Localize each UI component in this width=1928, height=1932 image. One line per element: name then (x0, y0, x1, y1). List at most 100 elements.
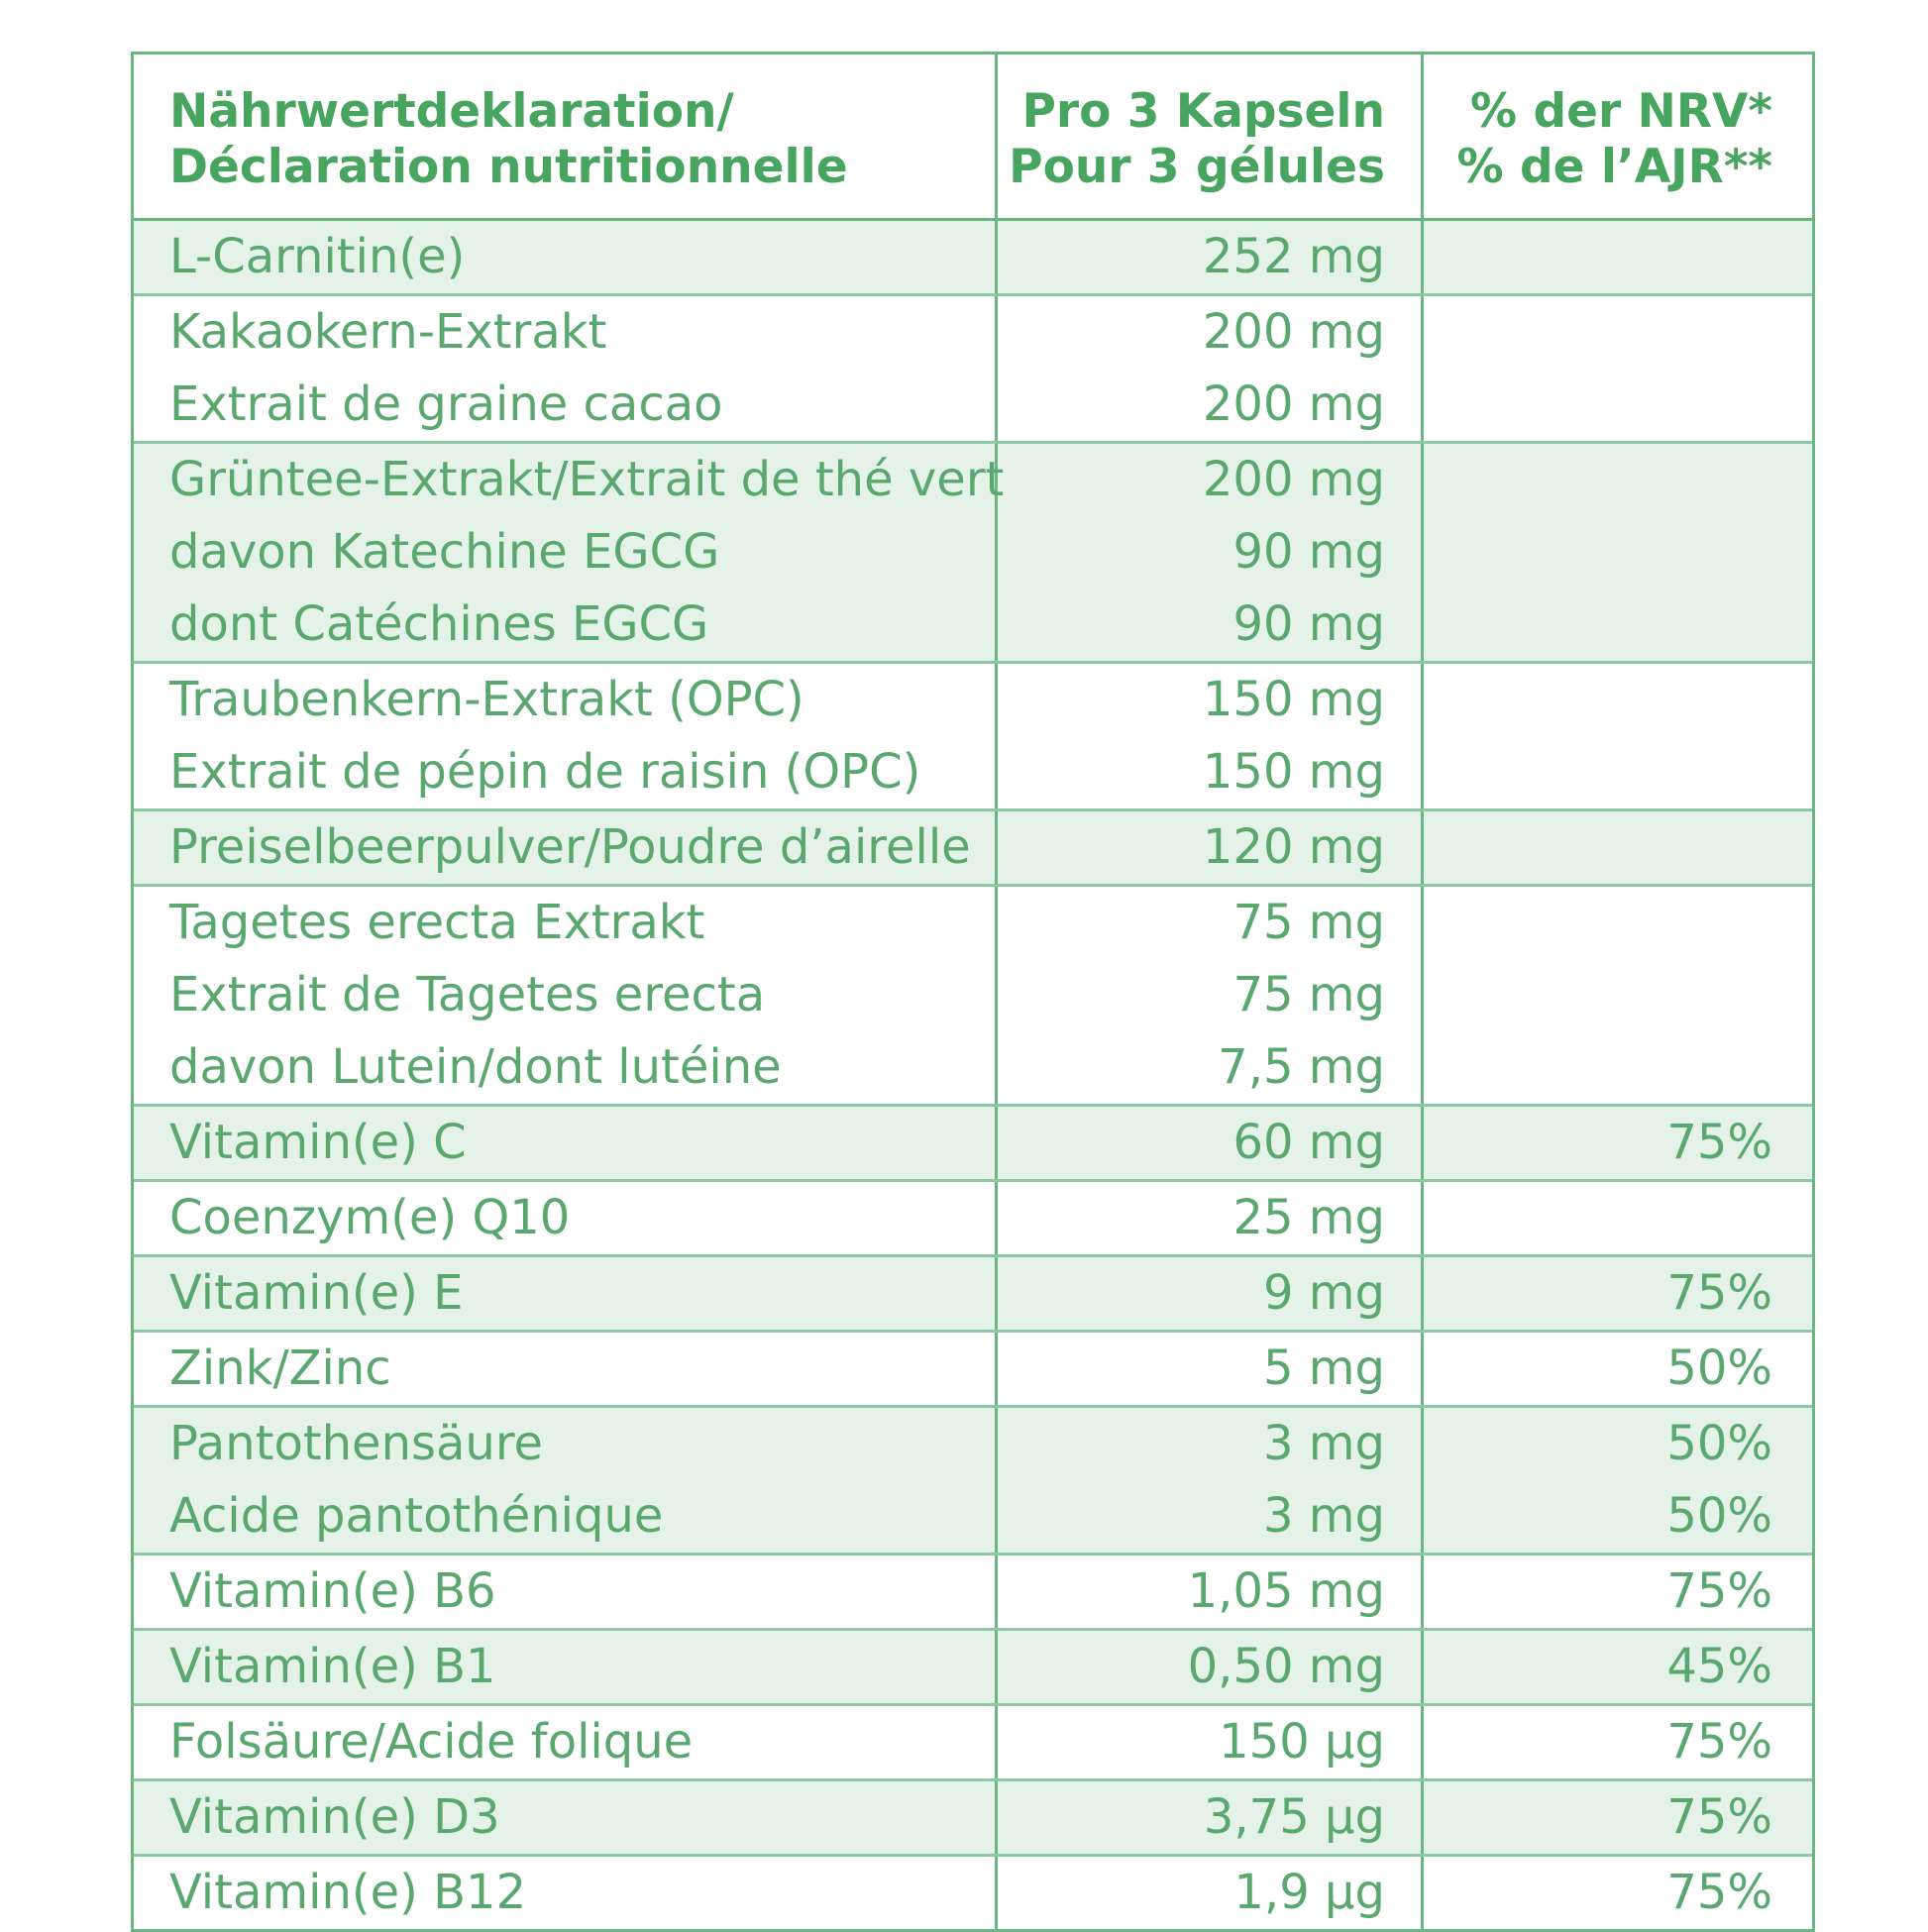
nutrient-name: Acide pantothénique (169, 1488, 664, 1544)
nutrient-amount: 60 mg (1232, 1115, 1385, 1170)
nutrient-name: Extrait de Tagetes erecta (169, 967, 766, 1022)
nutrient-amount: 150 µg (1219, 1714, 1385, 1770)
nutrient-name: Zink/Zinc (169, 1341, 391, 1396)
header-nrv-de: % der NRV* (1470, 84, 1772, 139)
nutrient-amount: 0,50 mg (1187, 1639, 1385, 1694)
nutrient-name: Grüntee-Extrakt/Extrait de thé vert (169, 452, 1005, 507)
nutrient-amount: 9 mg (1262, 1265, 1385, 1321)
header-amount-fr: Pour 3 gélules (1009, 140, 1385, 194)
nutrient-name: Vitamin(e) B6 (169, 1563, 496, 1619)
nutrient-amount-cell: 0,50 mg (998, 1631, 1424, 1703)
nutrient-name: Vitamin(e) B1 (169, 1639, 496, 1694)
nutrient-amount: 150 mg (1202, 744, 1385, 800)
nutrient-name: Extrait de graine cacao (169, 376, 723, 432)
nutrient-amount-cell: 200 mg 90 mg 90 mg (998, 444, 1424, 661)
nutrient-amount: 3 mg (1262, 1416, 1385, 1471)
nutrient-name: Extrait de pépin de raisin (OPC) (169, 744, 921, 800)
nutrient-name: Traubenkern-Extrakt (OPC) (169, 672, 804, 727)
table-row: L-Carnitin(e) 252 mg (134, 221, 1812, 296)
nutrient-name: Pantothensäure (169, 1416, 544, 1471)
nutrient-name-cell: Kakaokern-Extrakt Extrait de graine cacao (134, 296, 998, 441)
nutrient-amount-cell: 120 mg (998, 811, 1424, 884)
table-row: Pantothensäure Acide pantothénique 3 mg 3 m… (134, 1408, 1812, 1556)
nutrient-nrv (1424, 959, 1772, 1031)
nutrient-amount: 5 mg (1262, 1341, 1385, 1396)
nutrient-amount: 1,9 µg (1233, 1865, 1385, 1920)
nutrient-nrv-cell: 75% (1424, 1107, 1812, 1179)
table-row: Kakaokern-Extrakt Extrait de graine cacao… (134, 296, 1812, 444)
nutrient-amount-cell: 75 mg 75 mg 7,5 mg (998, 887, 1424, 1104)
nutrient-nrv-cell: 45% (1424, 1631, 1812, 1703)
nutrient-nrv-cell: 50% (1424, 1333, 1812, 1405)
nutrient-nrv: 45% (1666, 1639, 1772, 1694)
nutrient-amount: 3,75 µg (1203, 1789, 1385, 1845)
nutrient-amount: 25 mg (1232, 1190, 1385, 1245)
nutrient-nrv (1424, 221, 1772, 293)
nutrient-name: Vitamin(e) B12 (169, 1865, 527, 1920)
nutrient-nrv-cell (1424, 887, 1812, 1104)
nutrient-amount: 90 mg (1232, 524, 1385, 580)
nutrient-amount-cell: 252 mg (998, 221, 1424, 293)
nutrient-nrv-cell (1424, 296, 1812, 441)
nutrient-name: Vitamin(e) D3 (169, 1789, 500, 1845)
nutrient-nrv: 75% (1666, 1714, 1772, 1770)
nutrient-name-cell: Zink/Zinc (134, 1333, 998, 1405)
nutrient-name-cell: Vitamin(e) C (134, 1107, 998, 1179)
nutrient-amount-cell: 9 mg (998, 1257, 1424, 1330)
nutrient-amount: 75 mg (1232, 895, 1385, 950)
header-amount-de: Pro 3 Kapseln (1021, 84, 1385, 139)
nutrient-amount-cell: 60 mg (998, 1107, 1424, 1179)
nutrient-amount: 252 mg (1202, 229, 1385, 284)
nutrient-nrv (1424, 664, 1772, 736)
nutrient-nrv-cell: 50% 50% (1424, 1408, 1812, 1553)
nutrient-nrv-cell (1424, 811, 1812, 884)
nutrient-amount: 200 mg (1202, 452, 1385, 507)
table-row: Vitamin(e) B12 1,9 µg 75% (134, 1857, 1812, 1929)
table-row: Vitamin(e) C 60 mg 75% (134, 1107, 1812, 1182)
nutrient-amount: 7,5 mg (1218, 1039, 1385, 1095)
nutrient-nrv: 50% (1666, 1416, 1772, 1471)
header-amount-cell: Pro 3 Kapseln Pour 3 gélules (998, 54, 1424, 218)
nutrient-amount: 90 mg (1232, 596, 1385, 652)
nutrient-nrv: 75% (1666, 1789, 1772, 1845)
nutrient-nrv-cell (1424, 664, 1812, 808)
nutrient-nrv (1424, 1031, 1772, 1104)
nutrient-nrv (1424, 811, 1772, 884)
nutrient-name: Vitamin(e) E (169, 1265, 464, 1321)
nutrient-amount: 200 mg (1202, 376, 1385, 432)
nutrient-name: L-Carnitin(e) (169, 229, 466, 284)
nutrient-name-cell: Vitamin(e) B1 (134, 1631, 998, 1703)
nutrient-nrv-cell (1424, 221, 1812, 293)
nutrient-amount: 200 mg (1202, 304, 1385, 360)
table-row: Folsäure/Acide folique 150 µg 75% (134, 1706, 1812, 1781)
nutrient-name: davon Lutein/dont lutéine (169, 1039, 782, 1095)
nutrient-name: Vitamin(e) C (169, 1115, 467, 1170)
nutrient-name-cell: L-Carnitin(e) (134, 221, 998, 293)
nutrient-nrv (1424, 589, 1772, 661)
table-row: Vitamin(e) D3 3,75 µg 75% (134, 1781, 1812, 1857)
nutrient-nrv-cell: 75% (1424, 1556, 1812, 1628)
nutrient-amount-cell: 25 mg (998, 1182, 1424, 1254)
nutrient-nrv: 75% (1666, 1265, 1772, 1321)
nutrient-nrv-cell: 75% (1424, 1257, 1812, 1330)
table-row: Vitamin(e) B6 1,05 mg 75% (134, 1556, 1812, 1631)
nutrient-amount-cell: 3,75 µg (998, 1781, 1424, 1854)
table-row: Vitamin(e) E 9 mg 75% (134, 1257, 1812, 1333)
table-header: Nährwertdeklaration/ Déclaration nutriti… (134, 54, 1812, 221)
nutrient-nrv: 75% (1666, 1865, 1772, 1920)
table-row: Traubenkern-Extrakt (OPC) Extrait de pépi… (134, 664, 1812, 811)
nutrient-name-cell: Pantothensäure Acide pantothénique (134, 1408, 998, 1553)
nutrient-amount: 3 mg (1262, 1488, 1385, 1544)
nutrient-name-cell: Tagetes erecta Extrakt Extrait de Tagetes… (134, 887, 998, 1104)
nutrient-nrv: 75% (1666, 1115, 1772, 1170)
nutrient-amount-cell: 5 mg (998, 1333, 1424, 1405)
nutrient-nrv (1424, 887, 1772, 959)
nutrient-nrv (1424, 516, 1772, 589)
nutrient-name-cell: Folsäure/Acide folique (134, 1706, 998, 1778)
nutrient-nrv (1424, 369, 1772, 441)
nutrient-amount-cell: 3 mg 3 mg (998, 1408, 1424, 1553)
nutrient-nrv-cell: 75% (1424, 1706, 1812, 1778)
nutrient-nrv-cell: 75% (1424, 1857, 1812, 1929)
header-name-de: Nährwertdeklaration/ (169, 84, 734, 139)
nutrient-amount-cell: 150 mg 150 mg (998, 664, 1424, 808)
